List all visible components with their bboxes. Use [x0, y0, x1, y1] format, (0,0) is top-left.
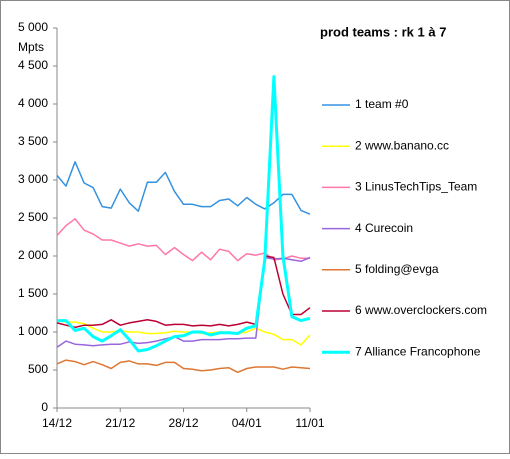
legend-label: 2 www.banano.cc [355, 138, 449, 152]
legend-label: 6 www.overclockers.com [355, 303, 487, 317]
y-tick-label: 5 000 [18, 20, 48, 34]
legend-label: 1 team #0 [355, 97, 409, 111]
chart-title: prod teams : rk 1 à 7 [320, 24, 446, 39]
y-tick-label: 2 000 [18, 248, 48, 262]
y-axis-label: Mpts [18, 40, 44, 54]
legend-label: 4 Curecoin [355, 221, 413, 235]
legend-label: 7 Alliance Francophone [355, 344, 481, 358]
series-line [56, 319, 311, 346]
x-tick-label: 11/01 [295, 416, 324, 430]
series-line [56, 256, 311, 348]
x-tick-label: 21/12 [105, 416, 135, 430]
y-tick-label: 4 000 [18, 96, 48, 110]
x-tick-label: 14/12 [42, 416, 72, 430]
series-line [57, 75, 311, 353]
y-tick-label: 1 500 [18, 286, 48, 300]
series-line [56, 255, 311, 329]
y-tick-label: 2 500 [18, 210, 48, 224]
series-line [56, 359, 311, 374]
y-tick-label: 500 [28, 362, 48, 376]
y-tick-label: 3 000 [18, 172, 48, 186]
series-line [56, 218, 310, 262]
y-tick-label: 4 500 [18, 58, 48, 72]
y-tick-label: 0 [41, 400, 48, 414]
legend-label: 3 LinusTechTips_Team [355, 180, 477, 194]
legend-label: 5 folding@evga [355, 262, 439, 276]
y-tick-label: 3 500 [18, 134, 48, 148]
x-tick-label: 28/12 [168, 416, 198, 430]
y-tick-label: 1 000 [18, 324, 48, 338]
x-tick-label: 04/01 [232, 416, 262, 430]
